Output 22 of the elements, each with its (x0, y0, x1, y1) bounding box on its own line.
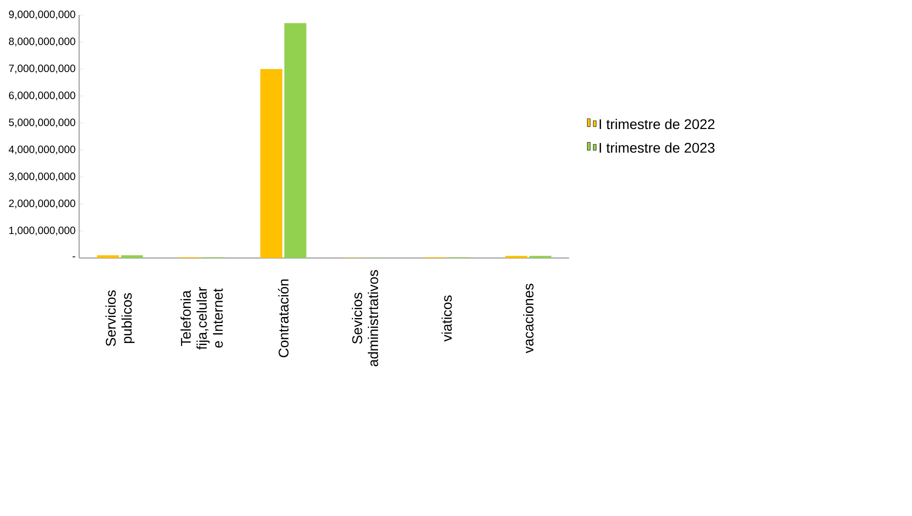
bar (260, 68, 282, 258)
x-tick-label: Sevicios administrtativos (352, 270, 378, 366)
y-tick-label: 1,000,000,000 (9, 226, 76, 236)
y-tick-label: 6,000,000,000 (9, 92, 76, 100)
y-tick-label: 5,000,000,000 (8, 118, 76, 128)
legend-label: I trimestre de 2023 (600, 142, 714, 153)
x-tick-label: Telefonia fija,celular e Internet (180, 286, 223, 350)
bar (97, 255, 120, 258)
y-tick-label: 2,000,000,000 (9, 200, 76, 208)
x-tick-label: viaticos (442, 295, 452, 342)
legend-label: I trimestre de 2022 (600, 118, 714, 130)
x-tick-label: Contratación (278, 280, 289, 358)
y-tick-label: 3,000,000,000 (8, 172, 76, 182)
y-tick-label: 7,000,000,000 (9, 64, 76, 74)
y-tick-label: - (72, 256, 76, 258)
y-tick-label: 4,000,000,000 (8, 146, 76, 154)
y-tick-label: 9,000,000,000 (9, 10, 76, 20)
x-tick-label: Servicios publicos (105, 290, 135, 346)
y-tick-label: 8,000,000,000 (8, 38, 76, 46)
x-tick-label: vacaciones (523, 284, 534, 354)
bar (120, 255, 143, 258)
bar (284, 23, 306, 258)
